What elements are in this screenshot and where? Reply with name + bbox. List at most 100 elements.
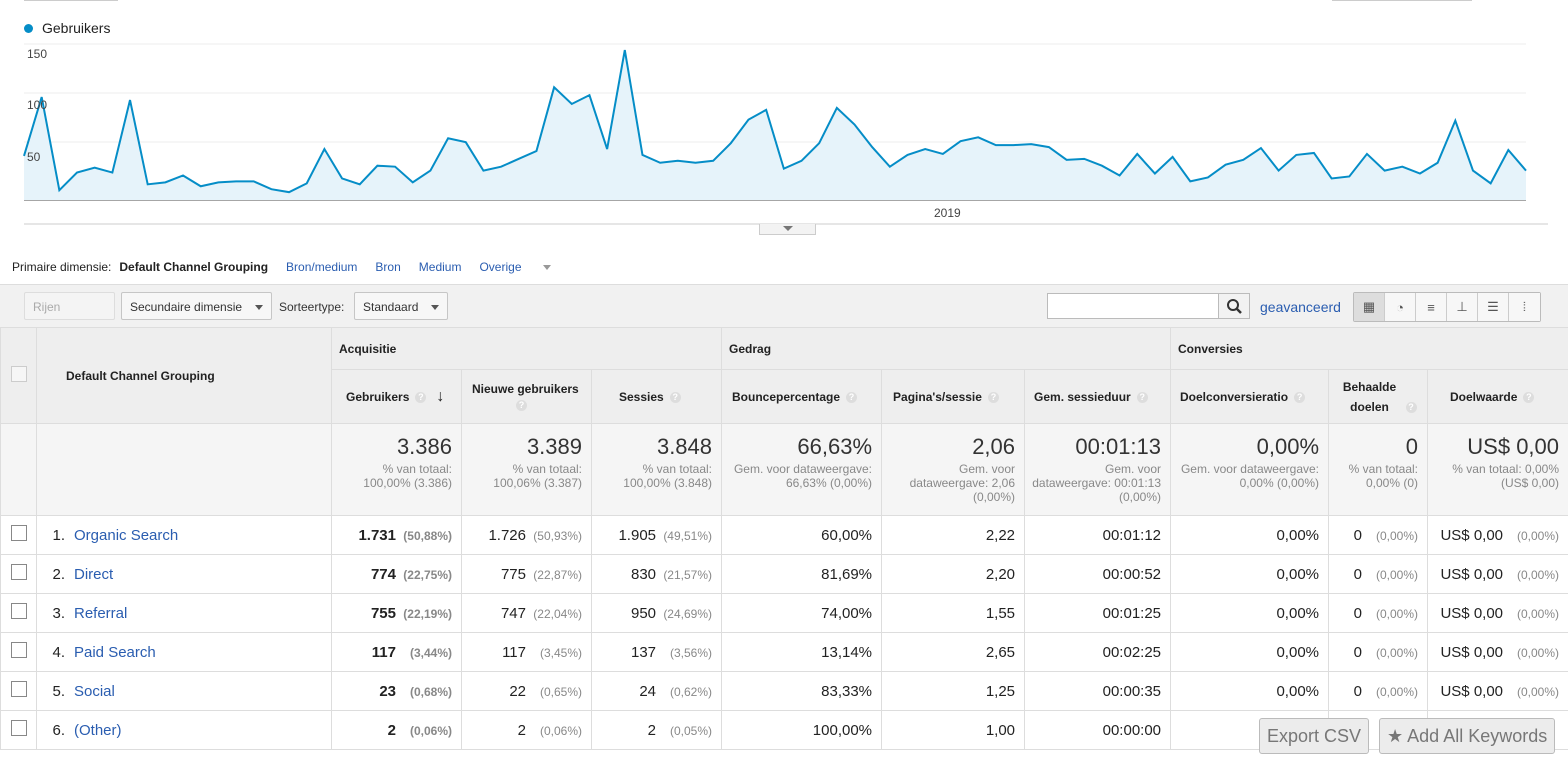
column-header-gebruikers[interactable]: Gebruikers? ↓ — [331, 369, 462, 424]
table-view-icon[interactable]: ▦ — [1354, 293, 1385, 321]
metric-percent: (0,00%) — [1516, 606, 1560, 621]
metric-percent: (50,88%) — [403, 528, 452, 543]
metric-value: US$ 0,00 — [1440, 643, 1504, 661]
metric-value: 24 — [639, 682, 657, 700]
channel-link[interactable]: Organic Search — [74, 526, 179, 544]
metric-percent: (22,19%) — [403, 606, 452, 621]
column-header-bouncepercentage[interactable]: Bouncepercentage? — [721, 369, 883, 424]
column-label: Pagina's/sessie — [893, 389, 982, 404]
row-checkbox[interactable] — [10, 720, 27, 736]
metric-value: 00:00:52 — [1102, 565, 1162, 583]
metric-value: 2 — [647, 721, 657, 739]
channel-link[interactable]: Direct — [74, 565, 114, 583]
column-header-behaalde-doelen[interactable]: Behaalde doelen? — [1328, 369, 1429, 424]
dimension-bron[interactable]: Bron — [375, 260, 401, 274]
term-cloud-view-icon[interactable]: ☰ — [1478, 293, 1509, 321]
help-icon[interactable]: ? — [415, 391, 427, 403]
help-icon[interactable]: ? — [987, 391, 999, 403]
secondary-dimension-label: Secundaire dimensie — [130, 300, 243, 314]
total-value: 2,06 — [972, 434, 1016, 459]
help-icon[interactable]: ? — [1136, 391, 1148, 403]
metric-value: 0 — [1353, 526, 1363, 544]
metric-cell: 2,20 — [881, 554, 1026, 594]
star-icon: ★ — [1387, 726, 1404, 746]
sort-type-dropdown[interactable]: Standaard — [354, 292, 448, 320]
metric-cell: 2 (0,06%) — [461, 710, 592, 750]
advanced-filter-link[interactable]: geavanceerd — [1260, 299, 1341, 315]
export-csv-button[interactable]: Export CSV — [1259, 718, 1370, 754]
metric-cell: 1.726 (50,93%) — [461, 515, 592, 555]
secondary-dimension-dropdown[interactable]: Secundaire dimensie — [121, 292, 272, 320]
help-icon[interactable]: ? — [1294, 391, 1306, 403]
column-header-paginas-sessie[interactable]: Pagina's/sessie? — [881, 369, 1026, 424]
metric-cell: 23 (0,68%) — [331, 671, 462, 711]
column-header-doelwaarde[interactable]: Doelwaarde? — [1427, 369, 1568, 424]
channel-link[interactable]: Referral — [74, 604, 128, 622]
dimension-bron-medium[interactable]: Bron/medium — [286, 260, 358, 274]
metric-cell: 00:00:00 — [1024, 710, 1172, 750]
channel-link[interactable]: Social — [74, 682, 115, 700]
metric-cell: 0,00% — [1170, 593, 1330, 633]
search-button[interactable] — [1218, 293, 1250, 319]
metric-percent: (0,00%) — [1375, 567, 1419, 582]
column-label: Sessies — [619, 389, 664, 404]
help-icon[interactable]: ? — [669, 391, 681, 403]
totals-row: 3.386 % van totaal: 100,00% (3.386) 3.389… — [0, 423, 1568, 516]
dimension-default-channel-grouping[interactable]: Default Channel Grouping — [119, 260, 269, 274]
comparison-view-icon[interactable]: ⊥ — [1447, 293, 1478, 321]
total-sub: % van totaal: 0,00% (0) — [1348, 462, 1419, 490]
channel-link[interactable]: (Other) — [74, 721, 122, 739]
column-header-gem-sessieduur[interactable]: Gem. sessieduur? — [1024, 369, 1172, 424]
metric-cell: 830 (21,57%) — [590, 554, 723, 594]
chevron-down-icon — [431, 305, 439, 310]
metric-percent: (0,62%) — [669, 684, 713, 699]
show-rows-button[interactable]: Rijen weergeven — [24, 292, 115, 342]
column-label: Gem. sessieduur — [1034, 389, 1131, 404]
row-checkbox-cell — [0, 671, 37, 711]
pivot-view-icon[interactable]: ⦙ — [1509, 293, 1540, 321]
totals-spacer — [0, 423, 37, 516]
metric-value: 100,00% — [812, 721, 873, 739]
table-toolbar: Rijen weergeven Secundaire dimensie Sort… — [0, 284, 1568, 342]
channel-link[interactable]: Paid Search — [74, 643, 156, 661]
metric-cell: 0 (0,00%) — [1328, 515, 1429, 555]
table-search-input[interactable] — [1047, 293, 1219, 319]
column-header-sessies[interactable]: Sessies? — [590, 369, 723, 424]
row-checkbox[interactable] — [10, 681, 27, 697]
row-checkbox[interactable] — [10, 525, 27, 541]
metric-value: US$ 0,00 — [1440, 682, 1504, 700]
column-header-doelconversieratio[interactable]: Doelconversieratio? — [1170, 369, 1330, 424]
column-header-nieuwe-gebruikers[interactable]: Nieuwe gebruikers? — [461, 369, 592, 424]
performance-view-icon[interactable]: ≡ — [1416, 293, 1447, 321]
metric-percent: (49,51%) — [663, 528, 713, 543]
row-checkbox[interactable] — [10, 603, 27, 619]
add-all-keywords-button[interactable]: ★ Add All Keywords — [1379, 718, 1556, 754]
dimension-medium[interactable]: Medium — [418, 260, 462, 274]
metric-value: 747 — [500, 604, 526, 622]
metric-value: 22 — [509, 682, 526, 700]
row-checkbox[interactable] — [10, 564, 27, 580]
metric-cell: 2,65 — [881, 632, 1026, 672]
help-icon[interactable]: ? — [516, 399, 527, 411]
metric-value: 00:00:35 — [1102, 682, 1162, 700]
metric-cell: US$ 0,00 (0,00%) — [1427, 632, 1568, 672]
metric-percent: (3,56%) — [669, 645, 713, 660]
row-checkbox-cell — [0, 554, 37, 594]
dimension-overige-dropdown[interactable]: Overige — [479, 260, 568, 274]
help-icon[interactable]: ? — [1523, 391, 1535, 403]
chart-collapse-toggle[interactable] — [759, 224, 816, 235]
help-icon[interactable]: ? — [846, 391, 858, 403]
column-label: Bouncepercentage — [732, 389, 841, 404]
dimension-header[interactable]: Default Channel Grouping — [36, 327, 332, 424]
group-header-conversies: Conversies — [1170, 327, 1568, 370]
metric-value: 0,00% — [1276, 682, 1320, 700]
help-icon[interactable]: ? — [1405, 401, 1417, 413]
select-all-checkbox[interactable] — [10, 366, 27, 382]
metric-value: US$ 0,00 — [1440, 526, 1504, 544]
row-dimension-cell: 3. Referral — [36, 593, 332, 633]
metric-value: 00:00:00 — [1102, 721, 1162, 739]
metric-value: 0 — [1353, 643, 1363, 661]
pie-view-icon[interactable]: ◔ — [1385, 293, 1416, 321]
metric-value: 1,00 — [985, 721, 1016, 739]
row-checkbox[interactable] — [10, 642, 27, 658]
